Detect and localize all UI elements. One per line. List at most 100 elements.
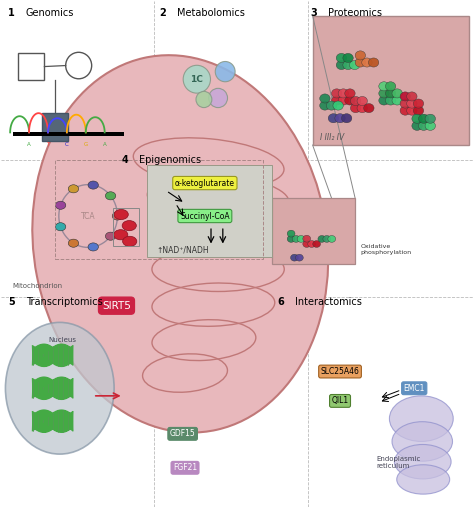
Text: A: A [27, 142, 31, 146]
Text: Metabolomics: Metabolomics [177, 8, 245, 18]
Ellipse shape [400, 92, 410, 101]
Ellipse shape [341, 114, 352, 123]
Text: 2: 2 [159, 8, 166, 18]
Ellipse shape [331, 96, 342, 105]
Ellipse shape [318, 236, 326, 242]
Ellipse shape [328, 114, 338, 123]
Bar [273, 198, 355, 264]
Ellipse shape [297, 236, 305, 242]
Text: G: G [83, 142, 88, 146]
Ellipse shape [68, 239, 79, 247]
Ellipse shape [345, 89, 355, 98]
Ellipse shape [303, 241, 310, 247]
Ellipse shape [308, 241, 316, 247]
Ellipse shape [412, 114, 422, 123]
Ellipse shape [319, 94, 330, 103]
Ellipse shape [68, 185, 79, 193]
Ellipse shape [392, 96, 402, 105]
Text: Genomics: Genomics [26, 8, 74, 18]
Ellipse shape [357, 97, 367, 106]
Text: Oxidative
phosphorylation: Oxidative phosphorylation [361, 244, 412, 255]
Ellipse shape [123, 236, 137, 246]
Ellipse shape [326, 101, 337, 110]
Ellipse shape [323, 236, 331, 242]
Text: SIRT5: SIRT5 [102, 301, 131, 311]
Text: TCA: TCA [81, 211, 95, 220]
Text: ↑NAD⁺/NADH: ↑NAD⁺/NADH [156, 246, 210, 255]
Ellipse shape [379, 96, 389, 105]
Text: C: C [65, 142, 69, 146]
Ellipse shape [287, 236, 295, 242]
Ellipse shape [362, 58, 372, 67]
Text: Nucleus: Nucleus [48, 337, 76, 343]
Bar [18, 53, 45, 80]
Ellipse shape [425, 114, 436, 123]
Text: Interactomics: Interactomics [295, 297, 362, 307]
Ellipse shape [338, 89, 348, 98]
Ellipse shape [319, 101, 330, 110]
Ellipse shape [349, 60, 360, 70]
Ellipse shape [355, 51, 365, 60]
Ellipse shape [105, 192, 116, 200]
Ellipse shape [368, 58, 379, 67]
Ellipse shape [313, 241, 320, 247]
Ellipse shape [407, 99, 417, 108]
Ellipse shape [343, 53, 353, 62]
Ellipse shape [336, 60, 346, 70]
Ellipse shape [400, 106, 410, 115]
Text: 1C: 1C [191, 75, 203, 84]
Ellipse shape [333, 101, 343, 110]
Ellipse shape [345, 96, 355, 105]
Text: FGF21: FGF21 [173, 463, 197, 472]
Ellipse shape [390, 396, 453, 441]
Ellipse shape [419, 114, 429, 123]
Text: 4: 4 [121, 155, 128, 165]
Ellipse shape [400, 99, 410, 108]
Ellipse shape [287, 230, 295, 237]
Ellipse shape [66, 52, 91, 79]
Ellipse shape [335, 114, 345, 123]
Ellipse shape [105, 232, 116, 240]
Ellipse shape [5, 323, 114, 454]
Text: α-ketoglutarate: α-ketoglutarate [175, 179, 235, 187]
Ellipse shape [209, 88, 228, 108]
Ellipse shape [303, 235, 310, 242]
Ellipse shape [385, 89, 396, 98]
Text: Transcriptomics: Transcriptomics [26, 297, 102, 307]
Text: 6: 6 [277, 297, 284, 307]
Ellipse shape [379, 89, 389, 98]
Text: I III₂ IV: I III₂ IV [319, 133, 344, 142]
Text: A: A [103, 142, 107, 146]
Ellipse shape [292, 236, 300, 242]
Text: Epigenomics: Epigenomics [139, 155, 201, 165]
Bar [113, 208, 139, 246]
Ellipse shape [336, 53, 346, 62]
Bar [313, 16, 469, 145]
Ellipse shape [392, 89, 402, 98]
Ellipse shape [350, 104, 361, 113]
Text: 1: 1 [8, 8, 15, 18]
Ellipse shape [419, 121, 429, 131]
Text: EMC1: EMC1 [403, 384, 425, 393]
Ellipse shape [32, 55, 328, 432]
Text: Succinyl-CoA: Succinyl-CoA [180, 211, 230, 220]
Ellipse shape [328, 236, 336, 242]
Ellipse shape [114, 209, 128, 219]
Text: T: T [46, 142, 50, 146]
Ellipse shape [88, 243, 99, 251]
Ellipse shape [331, 89, 342, 98]
Ellipse shape [407, 92, 417, 101]
Text: 5: 5 [8, 297, 15, 307]
Bar [42, 113, 68, 141]
Text: QIL1: QIL1 [331, 396, 348, 405]
Ellipse shape [425, 121, 436, 131]
Bar [55, 161, 263, 259]
Ellipse shape [385, 96, 396, 105]
Text: Proteomics: Proteomics [328, 8, 382, 18]
Ellipse shape [196, 91, 212, 108]
Ellipse shape [413, 106, 424, 115]
Text: Endoplasmic
reticulum: Endoplasmic reticulum [376, 456, 421, 469]
Ellipse shape [114, 230, 128, 240]
Ellipse shape [385, 82, 396, 91]
Ellipse shape [394, 444, 451, 479]
